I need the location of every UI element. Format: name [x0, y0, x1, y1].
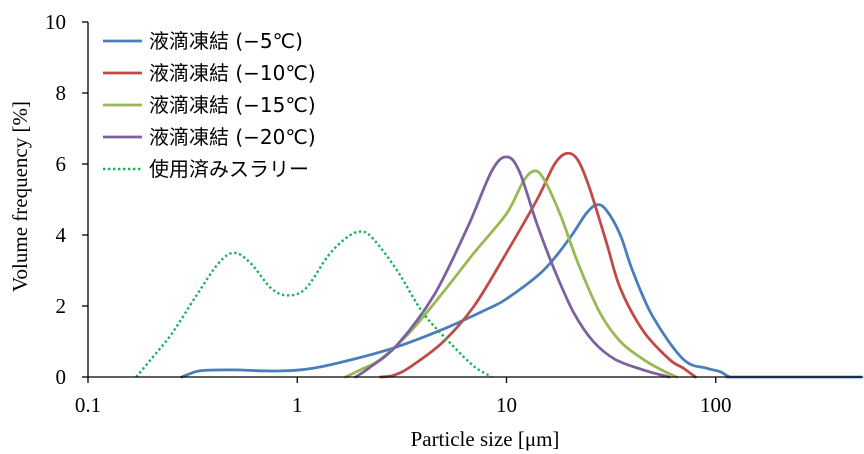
x-tick-label: 10: [496, 393, 517, 417]
series-line-2: [379, 151, 697, 379]
plot-area: [135, 151, 864, 379]
y-tick-label: 6: [56, 152, 67, 176]
series-line-5: [135, 230, 493, 379]
legend-label-4: 液滴凍結 (−20℃): [149, 125, 316, 149]
y-tick-label: 4: [56, 223, 67, 247]
y-tick-label: 2: [56, 294, 67, 318]
legend-label-3: 液滴凍結 (−15℃): [149, 93, 316, 117]
axes: 0 2 4 6 8 10 0.1 1 10 100: [45, 10, 862, 417]
x-axis-title: Particle size [μm]: [411, 427, 560, 451]
x-tick-label: 100: [700, 393, 732, 417]
legend: 液滴凍結 (−5℃) 液滴凍結 (−10℃) 液滴凍結 (−15℃) 液滴凍結 (−2…: [103, 29, 316, 181]
legend-label-5: 使用済みスラリー: [149, 157, 309, 181]
legend-label-2: 液滴凍結 (−10℃): [149, 61, 316, 85]
x-tick-label: 0.1: [75, 393, 101, 417]
x-tick-label: 1: [292, 393, 303, 417]
y-tick-label: 0: [56, 365, 67, 389]
y-axis-title: Volume frequency [%]: [8, 101, 32, 292]
y-tick-label: 10: [45, 10, 66, 34]
series-line-1: [180, 203, 864, 379]
series-line-4: [354, 155, 671, 379]
legend-label-1: 液滴凍結 (−5℃): [149, 29, 303, 53]
y-tick-label: 8: [56, 81, 67, 105]
